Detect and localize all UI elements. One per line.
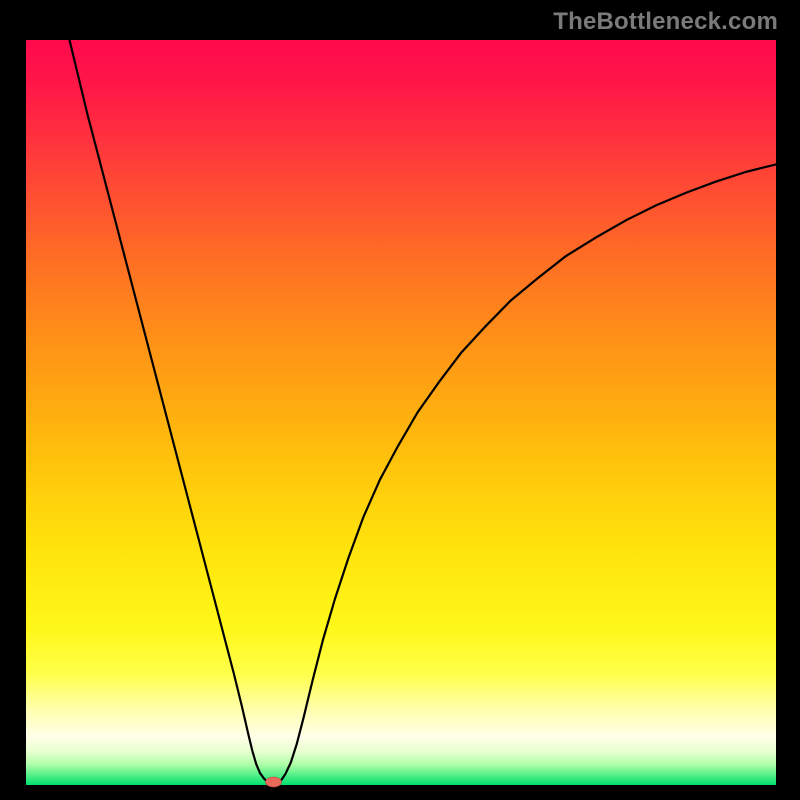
watermark-text: TheBottleneck.com bbox=[553, 8, 778, 36]
bottleneck-chart bbox=[0, 0, 800, 800]
chart-frame: TheBottleneck.com bbox=[0, 0, 800, 800]
plot-gradient-background bbox=[26, 40, 776, 785]
curve-minimum-marker bbox=[266, 777, 282, 787]
